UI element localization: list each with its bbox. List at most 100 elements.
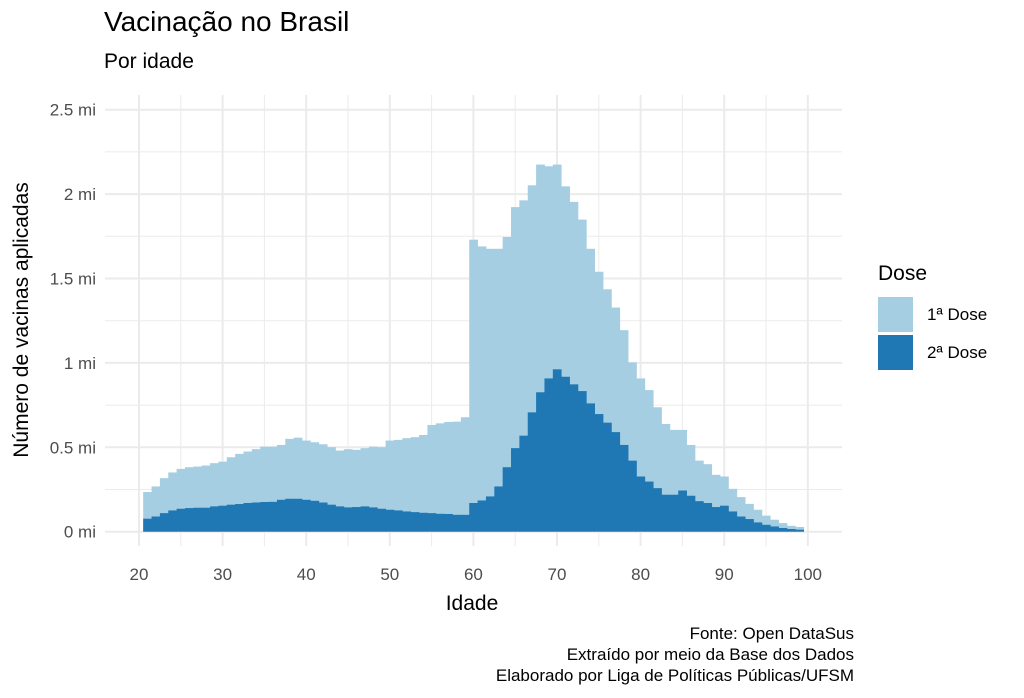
bar-2a-dose-22	[151, 516, 161, 532]
bar-2a-dose-90	[720, 505, 729, 532]
bar-2a-dose-40	[302, 499, 311, 532]
bar-1a-dose-45	[343, 449, 353, 532]
bar-2a-dose-81	[644, 481, 654, 532]
bar-1a-dose-21	[143, 492, 152, 532]
x-axis-title: Idade	[446, 592, 499, 615]
bar-2a-dose-56	[435, 513, 445, 532]
bar-1a-dose-77	[611, 307, 621, 532]
y-tick-label: 0 mi	[64, 523, 96, 542]
bar-2a-dose-69	[544, 378, 554, 532]
bar-1a-dose-39	[293, 437, 303, 532]
y-axis-ticks: 0 mi 0.5 mi 1 mi 1.5 mi 2 mi 2.5 mi	[50, 101, 96, 542]
bar-2a-dose-73	[577, 391, 587, 532]
bar-2a-dose-93	[745, 519, 754, 532]
bar-1a-dose-95	[761, 515, 771, 532]
bar-2a-dose-39	[293, 498, 303, 532]
bar-2a-dose-87	[694, 501, 704, 532]
bar-1a-dose-94	[753, 509, 763, 532]
bar-1a-dose-59	[460, 417, 470, 532]
bar-1a-dose-24	[168, 472, 178, 532]
x-tick-label: 30	[213, 565, 232, 584]
legend-label: 1ª Dose	[927, 304, 988, 324]
bar-2a-dose-72	[569, 384, 579, 532]
bar-1a-dose-86	[686, 444, 696, 532]
bar-2a-dose-83	[661, 494, 671, 532]
bar-1a-dose-92	[736, 497, 746, 532]
bar-2a-dose-33	[243, 503, 253, 532]
bar-1a-dose-27	[193, 466, 203, 532]
bar-1a-dose-60	[469, 239, 478, 532]
bar-1a-dose-48	[368, 446, 378, 532]
bar-2a-dose-37	[276, 499, 286, 532]
x-tick-label: 40	[297, 565, 316, 584]
bar-2a-dose-21	[143, 518, 152, 532]
bar-1a-dose-85	[678, 429, 687, 532]
bar-2a-dose-60	[469, 503, 478, 532]
x-tick-label: 70	[548, 565, 567, 584]
bar-1a-dose-80	[636, 378, 646, 532]
bar-1a-dose-83	[661, 424, 671, 532]
bar-2a-dose-65	[511, 448, 520, 532]
bar-1a-dose-99	[795, 526, 805, 532]
bar-2a-dose-88	[703, 503, 713, 532]
bar-2a-dose-30	[218, 505, 228, 532]
bar-1a-dose-74	[586, 248, 596, 532]
bar-2a-dose-26	[184, 508, 194, 532]
bar-2a-dose-27	[193, 507, 203, 532]
bar-2a-dose-50	[385, 509, 395, 532]
bar-1a-dose-35	[260, 446, 269, 532]
x-tick-label: 100	[794, 565, 822, 584]
bar-2a-dose-46	[352, 507, 361, 532]
y-tick-label: 2 mi	[64, 185, 96, 204]
bar-1a-dose-41	[310, 442, 320, 532]
y-tick-label: 1 mi	[64, 354, 96, 373]
y-tick-label: 1.5 mi	[50, 270, 96, 289]
bar-1a-dose-71	[561, 186, 570, 532]
bar-2a-dose-54	[419, 512, 428, 532]
bar-2a-dose-64	[502, 467, 512, 532]
bar-1a-dose-89	[711, 474, 721, 532]
bar-2a-dose-51	[393, 510, 403, 532]
bar-2a-dose-63	[494, 486, 504, 532]
bar-1a-dose-68	[536, 164, 545, 532]
legend-item-2a-dose: 2ª Dose	[878, 334, 987, 371]
legend-swatch-2a-dose	[878, 335, 913, 370]
bar-2a-dose-91	[728, 511, 738, 532]
caption: Fonte: Open DataSus Extraído por meio da…	[496, 623, 854, 686]
bar-1a-dose-38	[285, 438, 295, 532]
bar-1a-dose-87	[694, 460, 704, 532]
bar-1a-dose-54	[419, 434, 428, 532]
bar-1a-dose-93	[745, 503, 754, 532]
x-tick-label: 90	[715, 565, 734, 584]
bar-2a-dose-75	[594, 414, 604, 532]
bar-1a-dose-63	[494, 248, 504, 532]
bar-2a-dose-32	[235, 504, 244, 532]
bar-1a-dose-75	[594, 271, 604, 532]
bar-2a-dose-76	[602, 422, 612, 532]
bar-2a-dose-45	[343, 507, 353, 532]
bar-1a-dose-90	[720, 476, 729, 532]
bar-2a-dose-96	[770, 526, 779, 532]
bar-2a-dose-94	[753, 522, 763, 532]
bar-2a-dose-89	[711, 507, 721, 532]
bar-2a-dose-85	[678, 490, 687, 532]
x-tick-label: 20	[130, 565, 149, 584]
bar-2a-dose-36	[268, 501, 278, 532]
bar-2a-dose-57	[444, 513, 453, 532]
bar-1a-dose-47	[360, 448, 370, 532]
chart-subtitle: Por idade	[104, 50, 194, 73]
bar-2a-dose-47	[360, 506, 370, 532]
bar-1a-dose-56	[435, 423, 445, 532]
bar-2a-dose-31	[226, 504, 236, 532]
bar-2a-dose-28	[201, 507, 211, 532]
bar-1a-dose-97	[778, 523, 788, 532]
y-tick-label: 2.5 mi	[50, 101, 96, 120]
bar-2a-dose-34	[251, 502, 261, 532]
bar-1a-dose-40	[302, 440, 311, 532]
bar-2a-dose-74	[586, 403, 596, 532]
y-axis-title: Número de vacinas aplicadas	[10, 182, 33, 457]
bar-1a-dose-30	[218, 461, 228, 532]
bar-2a-dose-48	[368, 507, 378, 532]
bar-1a-dose-55	[427, 425, 437, 532]
